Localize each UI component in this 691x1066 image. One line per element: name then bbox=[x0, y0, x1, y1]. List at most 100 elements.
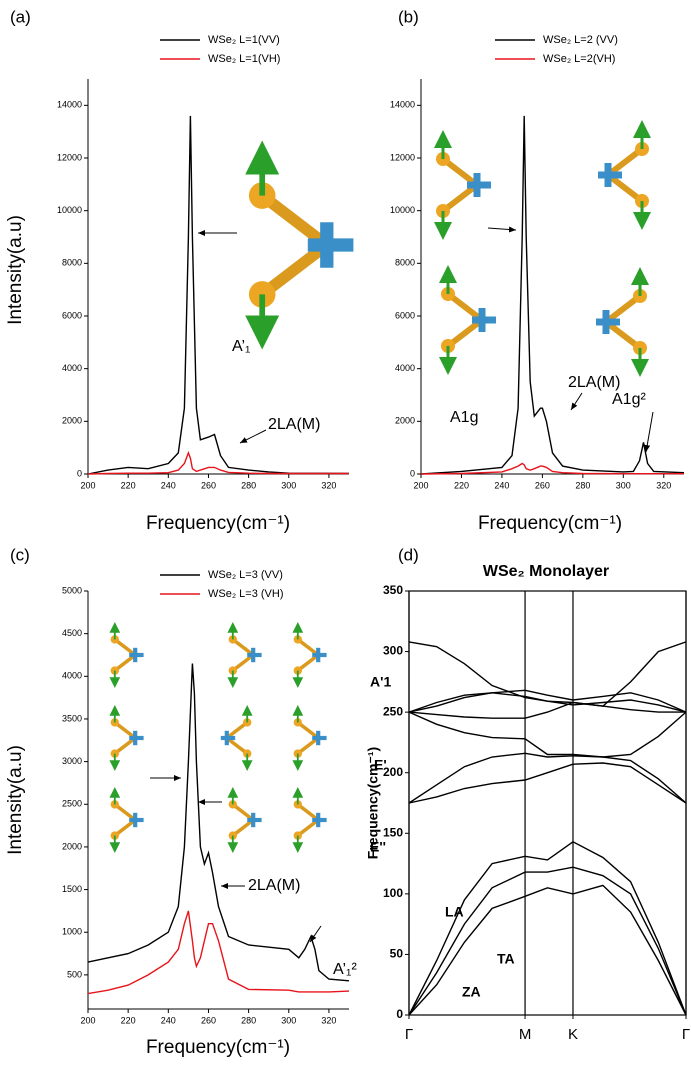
panel-label: (a) bbox=[10, 7, 31, 26]
x-tick-label: 260 bbox=[201, 480, 216, 490]
panel-label: (d) bbox=[398, 545, 419, 564]
x-tick-label: 320 bbox=[321, 1015, 336, 1025]
y-tick-label: 8000 bbox=[62, 258, 82, 268]
x-tick-label: 260 bbox=[201, 1015, 216, 1025]
bond bbox=[231, 637, 255, 657]
x-tick-label: 300 bbox=[616, 480, 631, 490]
y-tick-label: 4000 bbox=[62, 363, 82, 373]
y-axis-label: Intensity(a.u) bbox=[5, 745, 26, 855]
x-tick-label: 240 bbox=[161, 480, 176, 490]
series-line bbox=[87, 910, 350, 995]
annotation: A'1 bbox=[370, 674, 391, 690]
y-tick-label: 0 bbox=[410, 468, 415, 478]
arrow bbox=[487, 226, 517, 233]
series-line bbox=[408, 866, 687, 1016]
bond bbox=[225, 720, 249, 740]
x-tick-label: 240 bbox=[161, 1015, 176, 1025]
y-tick-label: 14000 bbox=[390, 100, 415, 110]
x-tick-label: 280 bbox=[241, 1015, 256, 1025]
x-tick-label: 220 bbox=[121, 480, 136, 490]
structure-insets bbox=[109, 120, 651, 853]
bond bbox=[606, 146, 644, 178]
y-tick-label: 4000 bbox=[395, 363, 415, 373]
bond bbox=[296, 818, 320, 838]
y-tick-label: 100 bbox=[383, 886, 403, 900]
legend-label: WSe₂ L=3 (VH) bbox=[208, 588, 284, 600]
annotation: A1g² bbox=[612, 391, 646, 408]
annotation: LA bbox=[445, 904, 464, 920]
bond bbox=[113, 720, 137, 740]
series-line bbox=[408, 840, 687, 1016]
bond bbox=[113, 818, 137, 838]
series-line bbox=[408, 762, 687, 804]
bond bbox=[296, 637, 320, 657]
bond bbox=[113, 653, 137, 673]
annotation: 2LA(M) bbox=[568, 374, 620, 391]
x-axis-label: Frequency(cm⁻¹) bbox=[146, 513, 290, 534]
panel-label: (c) bbox=[10, 545, 30, 564]
chart-title: WSe₂ Monolayer bbox=[483, 563, 609, 580]
y-tick-label: 200 bbox=[383, 765, 403, 779]
legend-label: WSe₂ L=3 (VV) bbox=[208, 569, 283, 581]
legend-label: WSe₂ L=2 (VV) bbox=[543, 34, 618, 46]
y-tick-label: 6000 bbox=[395, 310, 415, 320]
series-line bbox=[87, 450, 349, 475]
bond bbox=[258, 240, 331, 299]
y-tick-label: 350 bbox=[383, 583, 403, 597]
x-tick-label: 280 bbox=[575, 480, 590, 490]
series-line bbox=[408, 689, 687, 713]
x-tick-label: 260 bbox=[535, 480, 550, 490]
y-axis-label: Intensity(a.u) bbox=[5, 215, 26, 325]
annotation: TA bbox=[497, 951, 515, 967]
y-tick-label: 1500 bbox=[62, 884, 82, 894]
y-tick-label: 4000 bbox=[62, 671, 82, 681]
series-line bbox=[408, 641, 687, 707]
legend-label: WSe₂ L=1(VV) bbox=[208, 34, 280, 46]
annotation: E' bbox=[374, 757, 387, 773]
annotation: E'' bbox=[370, 839, 386, 855]
x-tick-label: Γ bbox=[405, 1026, 413, 1043]
y-tick-label: 250 bbox=[383, 704, 403, 718]
x-axis-label: Frequency(cm⁻¹) bbox=[478, 513, 622, 534]
x-tick-label: 240 bbox=[494, 480, 509, 490]
x-tick-label: 320 bbox=[321, 480, 336, 490]
y-tick-label: 6000 bbox=[62, 310, 82, 320]
bond bbox=[606, 172, 644, 204]
x-tick-label: M bbox=[519, 1026, 532, 1043]
y-tick-label: 50 bbox=[390, 947, 404, 961]
bond bbox=[446, 291, 484, 323]
y-axis-label: Frequency(cm⁻¹) bbox=[365, 747, 381, 859]
x-tick-label: 300 bbox=[281, 480, 296, 490]
x-tick-label: 200 bbox=[80, 1015, 95, 1025]
annotation: ZA bbox=[462, 984, 481, 1000]
series-line bbox=[87, 663, 350, 982]
arrow bbox=[570, 392, 583, 411]
y-tick-label: 12000 bbox=[390, 152, 415, 162]
y-tick-label: 0 bbox=[77, 468, 82, 478]
bond bbox=[231, 653, 255, 673]
bond bbox=[258, 191, 331, 250]
annotation: 2LA(M) bbox=[268, 416, 320, 433]
bond bbox=[296, 802, 320, 822]
y-tick-label: 4500 bbox=[62, 628, 82, 638]
y-tick-label: 2500 bbox=[62, 799, 82, 809]
y-tick-label: 10000 bbox=[57, 205, 82, 215]
x-tick-label: 220 bbox=[454, 480, 469, 490]
annotation: A’₁ bbox=[232, 338, 250, 355]
legend-label: WSe₂ L=2(VH) bbox=[543, 53, 615, 65]
series-line bbox=[408, 752, 687, 804]
bond bbox=[113, 736, 137, 756]
y-tick-label: 12000 bbox=[57, 152, 82, 162]
y-tick-label: 14000 bbox=[57, 100, 82, 110]
y-tick-label: 2000 bbox=[62, 841, 82, 851]
annotation: 2LA(M) bbox=[248, 877, 300, 894]
x-tick-label: 280 bbox=[241, 480, 256, 490]
series-line bbox=[408, 884, 687, 1016]
y-tick-label: 5000 bbox=[62, 585, 82, 595]
annotation: A’₁² bbox=[333, 961, 357, 978]
bond bbox=[604, 319, 642, 351]
panel-label: (b) bbox=[398, 7, 419, 26]
y-tick-label: 2000 bbox=[395, 416, 415, 426]
y-tick-label: 0 bbox=[396, 1007, 403, 1021]
y-tick-label: 3000 bbox=[62, 756, 82, 766]
